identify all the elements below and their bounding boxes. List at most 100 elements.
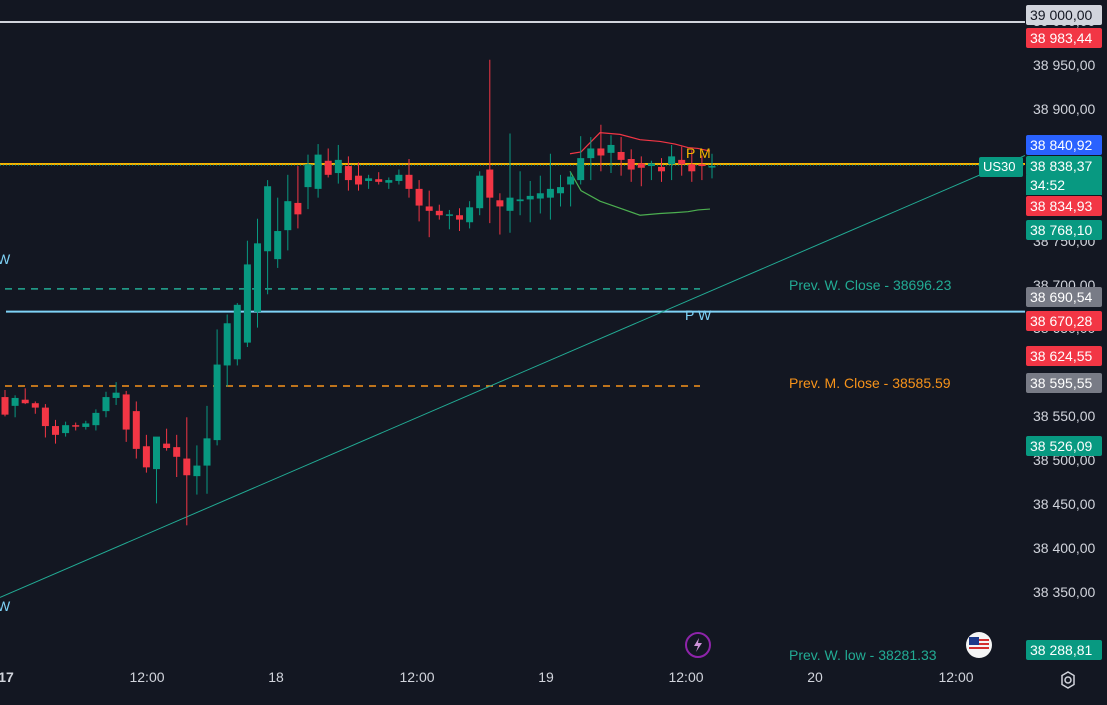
candle-body	[415, 188, 423, 206]
candle-body	[496, 200, 504, 207]
candle-body	[304, 164, 312, 188]
candle-body	[375, 179, 383, 182]
candle-body	[344, 166, 352, 181]
price-badge: 38 834,93	[1026, 196, 1102, 216]
prev-week-close-label: Prev. W. Close - 38696.23	[789, 277, 952, 293]
candle-body	[52, 426, 59, 435]
price-badge: 38 595,55	[1026, 373, 1102, 393]
candle-body	[41, 407, 49, 427]
candle-body	[324, 160, 332, 175]
candle-body	[385, 180, 393, 183]
candle-body	[435, 210, 443, 216]
y-tick-label: 38 350,00	[1033, 583, 1096, 600]
price-badge: 38 838,37	[1026, 156, 1102, 176]
candle-body	[31, 403, 39, 408]
time-tick-label: 12:00	[399, 669, 435, 685]
w-marker-top: W	[0, 251, 11, 267]
band-lower	[569, 171, 711, 216]
candle-body	[11, 397, 19, 406]
candle-body	[425, 206, 433, 211]
candle-body	[284, 201, 292, 231]
candle-body	[536, 193, 544, 199]
price-badge-level: 39 000,00	[1026, 5, 1102, 25]
candle-body	[62, 425, 70, 434]
candle-body	[21, 399, 29, 404]
candle-body	[72, 425, 80, 427]
candle-body	[476, 175, 484, 209]
candle-body	[92, 412, 100, 426]
candle-body	[486, 169, 494, 198]
candle-body	[698, 164, 706, 167]
time-tick-label: 12:00	[129, 669, 165, 685]
candle-body	[678, 159, 686, 165]
price-badge: 38 624,55	[1026, 346, 1102, 366]
time-tick-label: 17	[0, 669, 14, 685]
candle-body	[395, 174, 403, 181]
y-tick-label: 38 400,00	[1033, 540, 1096, 557]
candle-body	[607, 144, 615, 153]
time-tick-label: 20	[807, 669, 823, 685]
candle-body	[112, 392, 120, 398]
w-marker-bottom: W	[0, 598, 11, 614]
y-tick-label: 38 950,00	[1033, 56, 1096, 73]
candle-body	[637, 163, 645, 168]
candle-body	[1, 397, 9, 415]
candle-body	[516, 199, 524, 202]
candle-body	[294, 202, 302, 215]
candle-body	[597, 148, 605, 156]
candle-body	[334, 159, 342, 174]
candle-body	[153, 436, 160, 470]
price-badge: 38 288,81	[1026, 640, 1102, 660]
candle-body	[456, 215, 463, 220]
candle-body	[557, 187, 564, 194]
y-tick-label: 38 450,00	[1033, 496, 1096, 513]
candle-body	[355, 175, 362, 185]
candle-body	[122, 394, 130, 430]
time-tick-label: 12:00	[938, 669, 974, 685]
candle-body	[577, 158, 585, 181]
time-tick-label: 18	[268, 669, 284, 685]
time-tick-label: 12:00	[668, 669, 704, 685]
prev-week-low-label: Prev. W. low - 38281.33	[789, 647, 937, 663]
candle-body	[173, 447, 181, 457]
candle-body	[445, 214, 453, 216]
time-tick-label: 19	[538, 669, 554, 685]
candle-body	[668, 156, 676, 165]
candle-body	[314, 154, 322, 189]
prev-month-close-label: Prev. M. Close - 38585.59	[789, 375, 951, 391]
price-chart[interactable]	[0, 0, 1025, 665]
news-flag-icon[interactable]	[966, 632, 992, 658]
y-tick-label: 38 500,00	[1033, 452, 1096, 469]
candle-body	[82, 423, 90, 427]
candle-body	[213, 364, 221, 441]
candle-body	[658, 166, 665, 172]
candle-body	[233, 304, 241, 360]
candle-body	[688, 164, 696, 172]
candle-body	[183, 458, 191, 476]
candle-body	[526, 195, 534, 200]
candle-body	[163, 443, 171, 449]
price-badge: 38 526,09	[1026, 436, 1102, 456]
flash-icon[interactable]	[685, 632, 711, 658]
candle-body	[203, 438, 211, 466]
price-badge: 34:52	[1026, 175, 1102, 195]
trend-line	[0, 155, 1025, 598]
price-badge: 38 690,54	[1026, 287, 1102, 307]
candle-body	[627, 159, 635, 170]
candle-body	[587, 148, 595, 159]
symbol-label: US30	[979, 157, 1023, 177]
candle-body	[132, 411, 140, 449]
candle-body	[365, 178, 373, 181]
candle-body	[647, 163, 655, 167]
price-badge: 38 983,44	[1026, 28, 1102, 48]
pw-label: P W	[685, 307, 712, 323]
price-badge: 38 768,10	[1026, 220, 1102, 240]
candle-body	[254, 243, 261, 312]
y-tick-label: 38 550,00	[1033, 408, 1096, 425]
price-badge: 38 670,28	[1026, 311, 1102, 331]
settings-gear-icon[interactable]	[1058, 670, 1078, 690]
candle-body	[567, 176, 575, 185]
y-tick-label: 38 900,00	[1033, 100, 1096, 117]
price-badge: 38 840,92	[1026, 135, 1102, 155]
candle-body	[243, 264, 251, 343]
